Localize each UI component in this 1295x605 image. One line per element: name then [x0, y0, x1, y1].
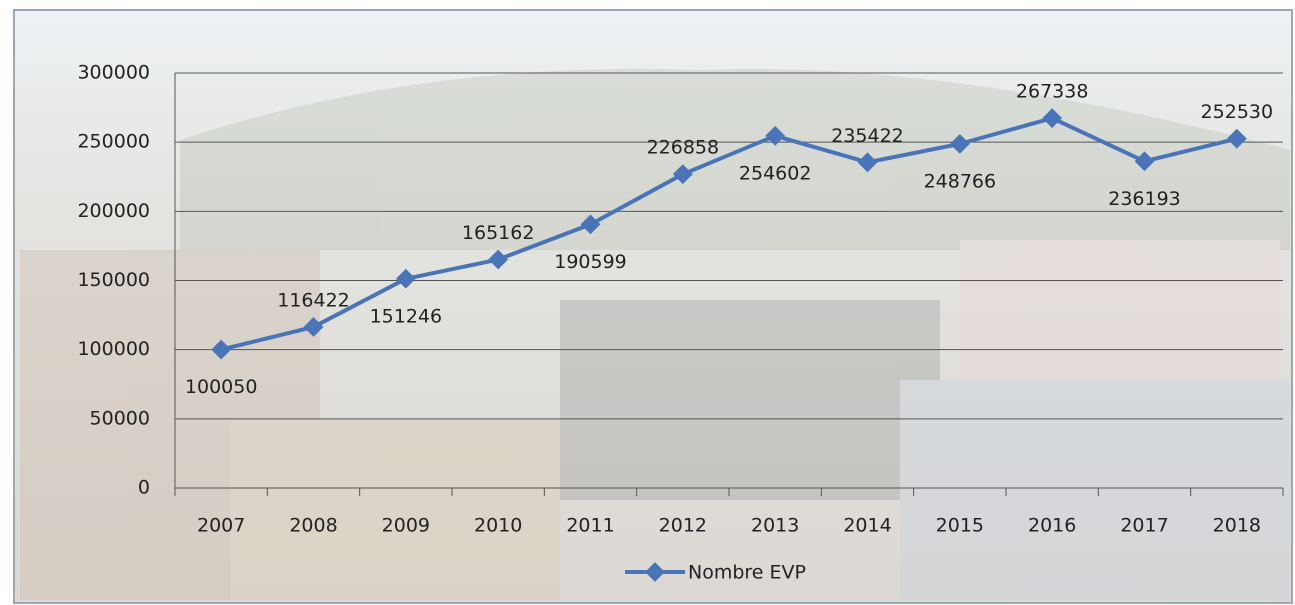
data-label: 151246: [370, 305, 443, 327]
x-tick-label: 2018: [1213, 515, 1261, 537]
legend-marker: [645, 562, 665, 582]
y-tick-label: 200000: [77, 200, 150, 222]
data-label: 100050: [185, 376, 258, 398]
data-label: 116422: [277, 289, 350, 311]
x-tick-label: 2010: [474, 515, 522, 537]
data-point: [1226, 128, 1247, 149]
legend-label: Nombre EVP: [688, 562, 806, 584]
y-tick-label: 300000: [77, 62, 150, 84]
x-tick-label: 2009: [382, 515, 430, 537]
y-tick-label: 250000: [77, 131, 150, 153]
x-tick-label: 2016: [1028, 515, 1076, 537]
y-tick-label: 150000: [77, 269, 150, 291]
data-label: 248766: [924, 170, 997, 192]
data-label: 226858: [647, 137, 720, 159]
y-tick-label: 0: [138, 477, 150, 499]
x-tick-label: 2014: [843, 515, 891, 537]
chart-frame: [13, 9, 1293, 604]
data-point: [395, 268, 416, 289]
data-point: [1134, 151, 1155, 172]
background-photo: [20, 68, 1290, 600]
data-label: 165162: [462, 222, 535, 244]
series-line: [220, 116, 1238, 352]
data-point: [1042, 108, 1063, 129]
data-point: [211, 339, 232, 360]
x-tick-label: 2017: [1120, 515, 1168, 537]
data-point: [303, 317, 324, 337]
y-tick-label: 50000: [90, 407, 150, 429]
x-tick-label: 2015: [936, 515, 984, 537]
x-tick-label: 2012: [659, 515, 707, 537]
data-label: 254602: [739, 162, 812, 184]
x-tick-label: 2007: [197, 515, 245, 537]
x-tick-label: 2008: [289, 515, 337, 537]
y-tick-label: 100000: [77, 338, 150, 360]
data-label: 190599: [554, 251, 627, 273]
x-tick-label: 2013: [751, 515, 799, 537]
x-tick-label: 2011: [566, 515, 614, 537]
data-label: 252530: [1201, 101, 1274, 123]
data-label: 236193: [1108, 188, 1181, 210]
data-label: 267338: [1016, 81, 1089, 103]
data-label: 235422: [831, 125, 904, 147]
